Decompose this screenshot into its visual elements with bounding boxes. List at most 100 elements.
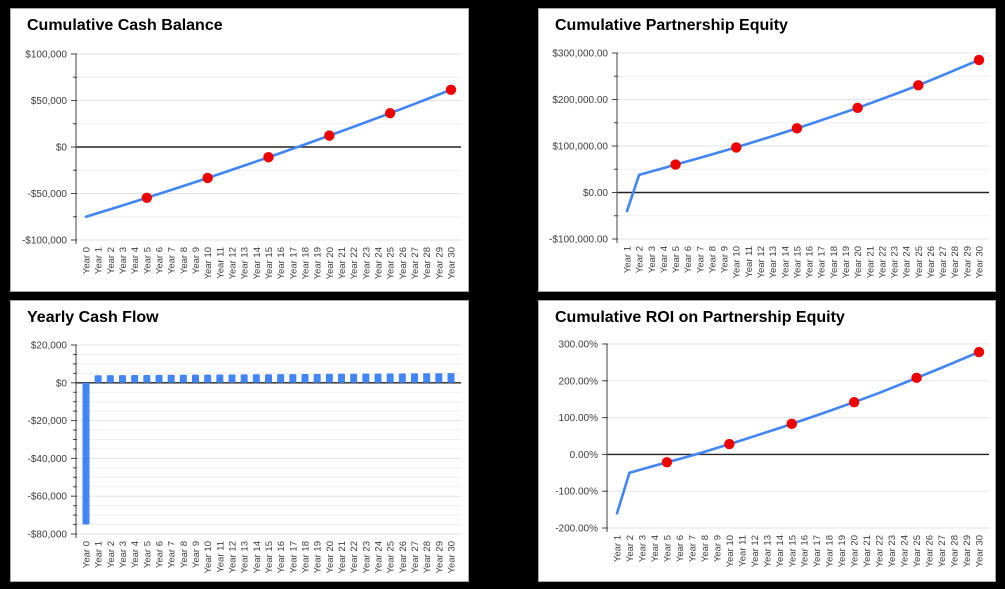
svg-text:Year 29: Year 29 xyxy=(434,541,445,573)
svg-text:Year 9: Year 9 xyxy=(720,246,731,273)
svg-text:Year 12: Year 12 xyxy=(228,541,239,573)
svg-text:Year 4: Year 4 xyxy=(659,246,670,273)
svg-text:Year 7: Year 7 xyxy=(695,246,706,273)
svg-text:Year 15: Year 15 xyxy=(787,535,798,567)
cumulative-roi-title: Cumulative ROI on Partnership Equity xyxy=(555,309,845,326)
svg-text:Year 12: Year 12 xyxy=(750,535,761,567)
svg-text:Year 5: Year 5 xyxy=(142,541,153,568)
svg-text:300.00%: 300.00% xyxy=(559,340,599,351)
svg-text:Year 11: Year 11 xyxy=(737,535,748,567)
svg-text:Year 19: Year 19 xyxy=(313,541,324,573)
svg-text:Year 4: Year 4 xyxy=(130,247,141,274)
svg-text:Year 23: Year 23 xyxy=(361,541,372,573)
svg-text:Year 2: Year 2 xyxy=(106,247,117,274)
svg-text:-200.00%: -200.00% xyxy=(555,524,598,535)
svg-text:-$20,000: -$20,000 xyxy=(28,416,68,427)
svg-text:Year 16: Year 16 xyxy=(276,541,287,573)
svg-text:Year 26: Year 26 xyxy=(398,247,409,279)
svg-text:Year 21: Year 21 xyxy=(337,247,348,279)
svg-text:-$100,000.00: -$100,000.00 xyxy=(549,235,608,246)
svg-text:-$80,000: -$80,000 xyxy=(28,530,68,541)
svg-text:Year 5: Year 5 xyxy=(662,535,673,562)
svg-text:Year 21: Year 21 xyxy=(862,535,873,567)
svg-text:Year 14: Year 14 xyxy=(780,246,791,278)
svg-text:Year 21: Year 21 xyxy=(865,246,876,278)
svg-text:Year 28: Year 28 xyxy=(950,246,961,278)
svg-text:Year 28: Year 28 xyxy=(422,541,433,573)
svg-text:Year 2: Year 2 xyxy=(106,541,117,568)
svg-text:Year 27: Year 27 xyxy=(938,246,949,278)
svg-text:Year 12: Year 12 xyxy=(228,247,239,279)
svg-text:Year 26: Year 26 xyxy=(926,246,937,278)
svg-text:Year 10: Year 10 xyxy=(203,247,214,279)
svg-text:Year 1: Year 1 xyxy=(623,246,634,273)
svg-text:Year 8: Year 8 xyxy=(179,541,190,568)
svg-text:Year 16: Year 16 xyxy=(805,246,816,278)
svg-text:Year 15: Year 15 xyxy=(792,246,803,278)
svg-text:Year 22: Year 22 xyxy=(877,246,888,278)
svg-text:$20,000: $20,000 xyxy=(31,341,68,352)
svg-text:Year 27: Year 27 xyxy=(410,541,421,573)
svg-text:Year 15: Year 15 xyxy=(264,247,275,279)
svg-text:Year 20: Year 20 xyxy=(325,247,336,279)
svg-text:-$40,000: -$40,000 xyxy=(28,454,68,465)
svg-text:Year 7: Year 7 xyxy=(167,247,178,274)
svg-text:Year 5: Year 5 xyxy=(142,247,153,274)
svg-text:Year 8: Year 8 xyxy=(700,535,711,562)
svg-text:Year 27: Year 27 xyxy=(410,247,421,279)
svg-text:Year 29: Year 29 xyxy=(434,247,445,279)
svg-text:Year 1: Year 1 xyxy=(613,535,624,562)
svg-text:Year 23: Year 23 xyxy=(890,246,901,278)
svg-text:Year 22: Year 22 xyxy=(349,247,360,279)
svg-text:Year 10: Year 10 xyxy=(732,246,743,278)
cumulative-cash-balance-chart: $100,000 $50,000 $0 -$50,000 -$100,000 Year 0… xyxy=(22,50,461,279)
svg-text:-$100,000: -$100,000 xyxy=(22,236,67,247)
svg-text:Year 13: Year 13 xyxy=(240,247,251,279)
svg-text:Year 3: Year 3 xyxy=(637,535,648,562)
svg-text:Year 11: Year 11 xyxy=(744,246,755,278)
svg-text:Year 19: Year 19 xyxy=(837,535,848,567)
svg-text:Year 6: Year 6 xyxy=(683,246,694,273)
svg-text:Year 7: Year 7 xyxy=(687,535,698,562)
svg-text:Year 4: Year 4 xyxy=(650,535,661,562)
svg-text:Year 1: Year 1 xyxy=(94,541,105,568)
svg-text:100.00%: 100.00% xyxy=(559,413,599,424)
svg-text:Year 28: Year 28 xyxy=(950,535,961,567)
svg-text:Year 20: Year 20 xyxy=(850,535,861,567)
svg-text:Year 16: Year 16 xyxy=(276,247,287,279)
svg-text:Year 27: Year 27 xyxy=(937,535,948,567)
svg-text:Year 24: Year 24 xyxy=(902,246,913,278)
svg-text:Year 23: Year 23 xyxy=(887,535,898,567)
svg-text:Year 17: Year 17 xyxy=(288,247,299,279)
svg-text:Year 23: Year 23 xyxy=(361,247,372,279)
svg-text:Year 30: Year 30 xyxy=(975,535,986,567)
svg-text:Year 20: Year 20 xyxy=(325,541,336,573)
chart-panel-yearly-cash-flow: Yearly Cash Flow $20,000 $0 -$20,000 -$40,0… xyxy=(10,300,469,582)
svg-text:Year 17: Year 17 xyxy=(288,541,299,573)
svg-text:Year 30: Year 30 xyxy=(447,247,458,279)
svg-text:Year 9: Year 9 xyxy=(712,535,723,562)
cumulative-cash-balance-title: Cumulative Cash Balance xyxy=(27,17,223,34)
svg-text:Year 3: Year 3 xyxy=(118,541,129,568)
svg-text:Year 30: Year 30 xyxy=(447,541,458,573)
svg-text:Year 25: Year 25 xyxy=(912,535,923,567)
svg-text:Year 24: Year 24 xyxy=(900,535,911,567)
svg-text:$100,000: $100,000 xyxy=(25,50,67,61)
svg-text:Year 26: Year 26 xyxy=(398,541,409,573)
svg-text:$50,000: $50,000 xyxy=(31,96,68,107)
svg-text:Year 0: Year 0 xyxy=(82,541,93,568)
svg-text:200.00%: 200.00% xyxy=(559,376,599,387)
svg-text:Year 13: Year 13 xyxy=(240,541,251,573)
svg-text:Year 6: Year 6 xyxy=(155,247,166,274)
svg-text:Year 10: Year 10 xyxy=(203,541,214,573)
svg-text:Year 2: Year 2 xyxy=(635,246,646,273)
cumulative-partnership-equity-title: Cumulative Partnership Equity xyxy=(555,17,788,34)
svg-text:Year 17: Year 17 xyxy=(817,246,828,278)
svg-text:Year 3: Year 3 xyxy=(118,247,129,274)
svg-text:Year 0: Year 0 xyxy=(82,247,93,274)
svg-text:Year 22: Year 22 xyxy=(349,541,360,573)
svg-text:$100,000.00: $100,000.00 xyxy=(552,142,608,153)
svg-text:Year 15: Year 15 xyxy=(264,541,275,573)
svg-text:Year 29: Year 29 xyxy=(962,535,973,567)
svg-text:Year 14: Year 14 xyxy=(775,535,786,567)
